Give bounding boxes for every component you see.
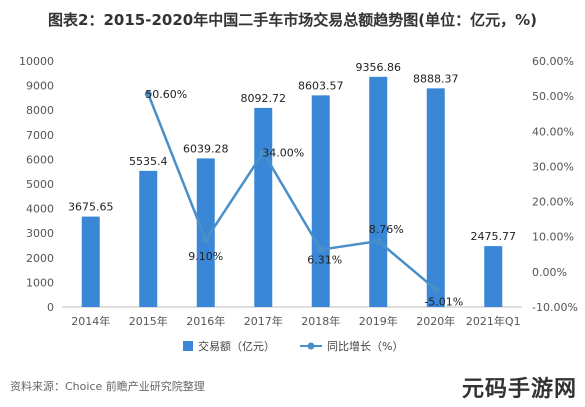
growth-point <box>259 148 267 156</box>
y-left-tick-label: 0 <box>47 301 54 314</box>
y-right-tick-label: 40.00% <box>532 125 574 138</box>
bar-value-label: 8092.72 <box>241 92 287 105</box>
chart-title: 图表2：2015-2020年中国二手车市场交易总额趋势图(单位：亿元，%) <box>48 11 537 29</box>
bar-value-label: 9356.86 <box>356 61 402 74</box>
bar <box>484 246 503 307</box>
legend-line-label: 同比增长（%） <box>327 339 403 353</box>
bar-value-label: 6039.28 <box>183 142 229 155</box>
y-right-tick-label: 60.00% <box>532 55 574 68</box>
bar-value-label: 5535.4 <box>129 155 168 168</box>
y-left-tick-label: 6000 <box>26 153 54 166</box>
bar-value-label: 3675.65 <box>68 201 114 214</box>
growth-line <box>147 93 437 291</box>
legend-bar-swatch <box>183 341 193 351</box>
legend-bar-label: 交易额（亿元） <box>198 339 275 353</box>
y-left-tick-label: 1000 <box>26 276 54 289</box>
x-tick-label: 2014年 <box>71 314 110 328</box>
bar-value-label: 2475.77 <box>471 230 517 243</box>
source-note: 资料来源：Choice 前瞻产业研究院整理 <box>10 380 205 393</box>
bar-value-label: 8603.57 <box>298 79 344 92</box>
growth-value-label: 9.10% <box>188 250 223 263</box>
bar <box>311 95 330 308</box>
y-left-tick-label: 2000 <box>26 252 54 265</box>
y-left-tick-label: 7000 <box>26 129 54 142</box>
bar-value-label: 8888.37 <box>413 72 459 85</box>
bar <box>254 107 273 307</box>
x-tick-label: 2018年 <box>301 314 340 328</box>
bar <box>196 158 215 307</box>
growth-value-label: 34.00% <box>262 146 304 159</box>
y-right-tick-label: -10.00% <box>532 301 578 314</box>
x-tick-label: 2019年 <box>359 314 398 328</box>
watermark-logo: 元码手游网 <box>461 377 577 402</box>
x-tick-label: 2017年 <box>244 314 283 328</box>
growth-value-label: -5.01% <box>424 295 463 308</box>
y-right-tick-label: 20.00% <box>532 196 574 209</box>
y-left-tick-label: 4000 <box>26 203 54 216</box>
y-left-tick-label: 3000 <box>26 227 54 240</box>
legend-line-marker <box>307 342 315 350</box>
y-left-tick-label: 9000 <box>26 80 54 93</box>
growth-point <box>202 236 210 244</box>
bar <box>139 170 158 307</box>
growth-point <box>374 237 382 245</box>
bar <box>426 88 445 307</box>
y-left-tick-label: 8000 <box>26 104 54 117</box>
y-right-tick-label: 0.00% <box>532 266 567 279</box>
y-right-tick-label: 50.00% <box>532 90 574 103</box>
x-tick-label: 2015年 <box>129 314 168 328</box>
y-right-tick-label: 30.00% <box>532 160 574 173</box>
y-left-tick-label: 5000 <box>26 178 54 191</box>
growth-point <box>432 285 440 293</box>
growth-value-label: 8.76% <box>369 223 404 236</box>
x-tick-label: 2016年 <box>186 314 225 328</box>
growth-value-label: 6.31% <box>307 254 342 267</box>
x-tick-label: 2020年 <box>416 314 455 328</box>
x-tick-label: 2021年Q1 <box>466 314 521 328</box>
growth-point <box>317 246 325 254</box>
bar <box>81 216 100 307</box>
y-left-tick-label: 10000 <box>19 55 54 68</box>
bar <box>369 76 388 307</box>
growth-value-label: 50.60% <box>145 88 187 101</box>
y-right-tick-label: 10.00% <box>532 231 574 244</box>
growth-point <box>144 90 152 98</box>
